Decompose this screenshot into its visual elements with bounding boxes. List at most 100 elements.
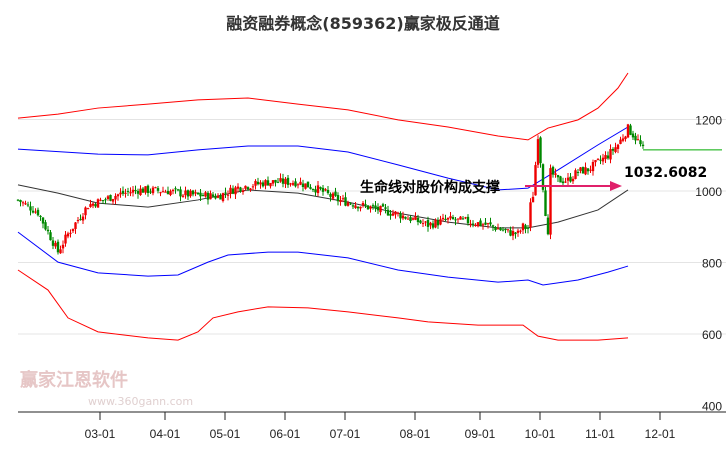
- x-tick-label: 03-01: [85, 427, 116, 441]
- candle-body: [576, 171, 580, 173]
- candle-body: [99, 199, 102, 201]
- y-tick-label: 400: [702, 400, 722, 414]
- candle-body: [454, 219, 457, 221]
- candle-body: [66, 233, 70, 237]
- candle-body: [346, 202, 350, 206]
- candle-body: [164, 191, 167, 193]
- candle-body: [441, 217, 445, 220]
- candle-body: [374, 205, 377, 209]
- candle-body: [259, 182, 262, 185]
- candle-body: [459, 216, 462, 220]
- candle-body: [229, 187, 232, 194]
- candle-body: [426, 219, 430, 227]
- candle-body: [569, 176, 572, 182]
- candle-body: [21, 202, 25, 204]
- candle-body: [44, 222, 47, 230]
- candle-body: [116, 194, 120, 197]
- candle-body: [69, 232, 72, 234]
- candle-body: [529, 202, 532, 228]
- candle-body: [626, 124, 630, 138]
- candle-body: [531, 196, 535, 203]
- candle-body: [581, 167, 585, 174]
- x-tick-label: 05-01: [210, 427, 241, 441]
- candle-body: [411, 218, 415, 220]
- candle-body: [469, 223, 472, 225]
- candle-body: [396, 212, 400, 214]
- candle-body: [639, 140, 642, 145]
- candle-body: [131, 189, 135, 193]
- annotation-value: 1032.6082: [624, 165, 707, 181]
- candle-body: [509, 230, 512, 236]
- candle-body: [519, 230, 522, 232]
- candle-body: [219, 195, 222, 200]
- candle-body: [71, 228, 75, 232]
- candle-body: [54, 242, 57, 247]
- candle-body: [181, 195, 185, 197]
- candle-body: [276, 181, 280, 183]
- candle-body: [186, 190, 190, 197]
- candle-body: [231, 188, 235, 194]
- candle-body: [76, 219, 80, 222]
- candle-body: [134, 189, 137, 191]
- candle-body: [536, 139, 540, 165]
- watermark-name: 赢家江恩软件: [20, 370, 128, 391]
- y-tick-label: 1200: [695, 114, 722, 128]
- candle-body: [106, 196, 110, 199]
- candle-body: [251, 186, 255, 188]
- candle-body: [474, 225, 477, 227]
- candle-body: [481, 224, 485, 226]
- band-lower-inner: [17, 231, 629, 286]
- candle-body: [479, 220, 482, 226]
- candle-body: [341, 198, 345, 200]
- x-tick-label: 06-01: [270, 427, 301, 441]
- candle-body: [401, 215, 405, 219]
- x-tick-label: 11-01: [585, 427, 615, 441]
- candle-body: [591, 162, 595, 172]
- candle-body: [236, 186, 240, 189]
- candle-body: [64, 234, 67, 244]
- x-tick-label: 08-01: [400, 427, 431, 441]
- band-lower-outer: [17, 269, 629, 341]
- candle-body: [329, 193, 332, 197]
- candle-body: [299, 181, 302, 185]
- x-tick-label: 12-01: [645, 427, 676, 441]
- candle-body: [84, 207, 87, 216]
- candle-body: [596, 158, 600, 160]
- candle-body: [424, 221, 427, 223]
- candle-body: [306, 181, 310, 188]
- candle-body: [81, 216, 85, 221]
- candle-body: [394, 211, 397, 215]
- candle-body: [119, 192, 122, 195]
- candle-body: [166, 190, 170, 195]
- candle-body: [244, 185, 247, 189]
- candle-body: [291, 183, 295, 185]
- candle-body: [201, 195, 205, 197]
- candle-body: [191, 190, 195, 195]
- watermark-url: www.360gann.com: [88, 395, 194, 408]
- candle-body: [159, 192, 162, 194]
- candle-body: [196, 192, 200, 195]
- candle-body: [199, 192, 202, 197]
- candle-body: [606, 155, 610, 159]
- candle-body: [284, 178, 287, 185]
- candle-body: [301, 183, 305, 187]
- candle-body: [86, 208, 90, 210]
- annotation-text: 生命线对股价构成支撑: [360, 179, 500, 196]
- candle-body: [89, 204, 92, 207]
- candle-body: [39, 215, 42, 217]
- candle-body: [386, 209, 390, 216]
- candle-body: [534, 165, 537, 196]
- x-tick-label: 07-01: [330, 427, 361, 441]
- candle-body: [584, 167, 587, 175]
- candle-body: [551, 166, 555, 175]
- candle-body: [491, 225, 495, 227]
- candle-body: [161, 191, 165, 193]
- candle-body: [384, 207, 387, 209]
- candle-body: [154, 187, 157, 189]
- candle-body: [434, 219, 437, 228]
- candle-body: [456, 218, 460, 220]
- candle-body: [274, 179, 277, 183]
- chart-title: 融资融券概念(859362)赢家极反通道: [226, 14, 500, 33]
- candle-body: [324, 189, 327, 191]
- candle-body: [41, 217, 45, 224]
